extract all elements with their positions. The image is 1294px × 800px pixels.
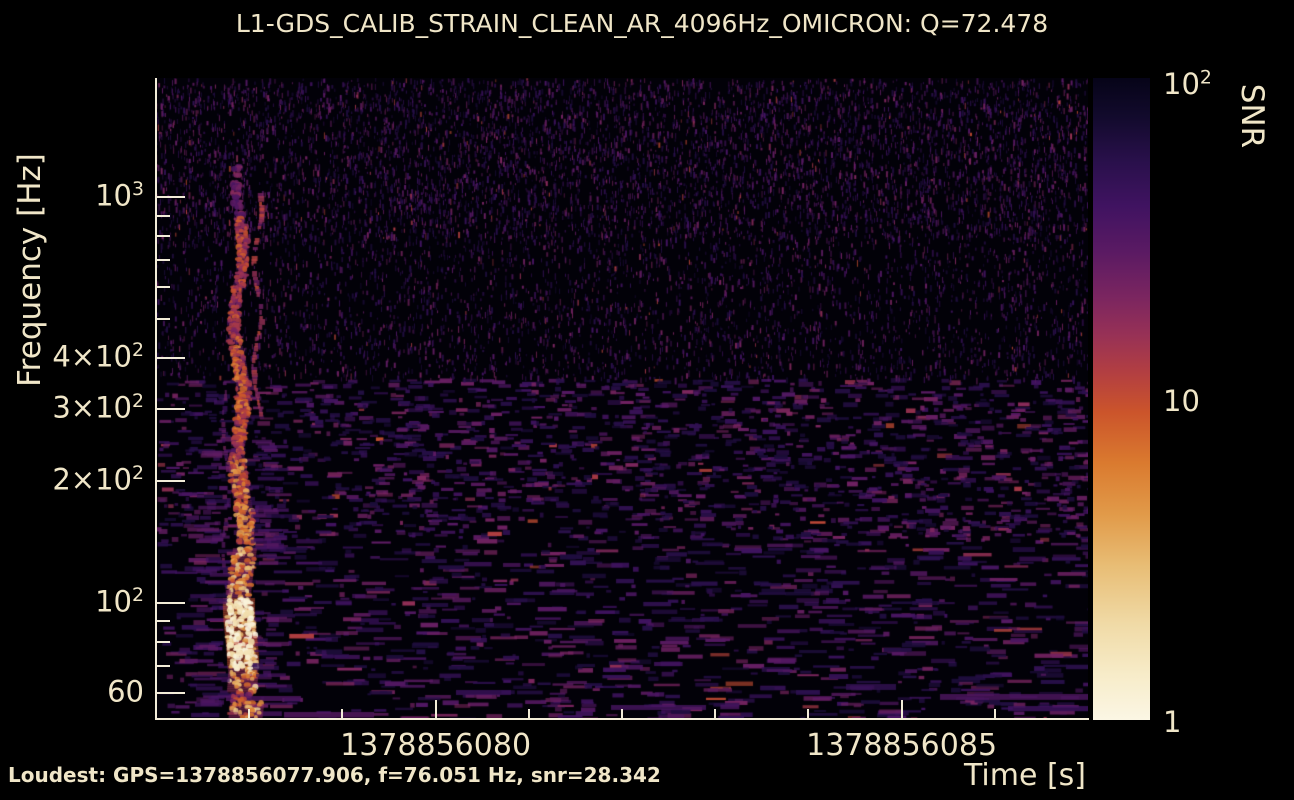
y-minor-tick [156, 286, 170, 289]
y-tick-label: 2×102 [52, 462, 144, 497]
colorbar [1093, 78, 1150, 720]
y-major-tick [156, 479, 185, 482]
x-major-tick [434, 700, 437, 718]
y-major-tick [156, 408, 185, 411]
y-major-tick [156, 357, 185, 360]
x-major-tick [900, 700, 903, 718]
colorbar-tick-label: 102 [1163, 67, 1212, 101]
y-axis-label: Frequency [Hz] [12, 153, 48, 387]
x-axis-label: Time [s] [964, 758, 1086, 793]
y-minor-tick [156, 318, 170, 321]
y-minor-tick [156, 664, 170, 667]
x-minor-tick [527, 709, 530, 718]
y-tick-label: 4×102 [52, 340, 144, 375]
left-axis-spine [155, 78, 157, 720]
x-tick-label: 1378856085 [806, 728, 998, 763]
loudest-annotation: Loudest: GPS=1378856077.906, f=76.051 Hz… [8, 763, 661, 787]
y-minor-tick [156, 258, 170, 261]
y-minor-tick [156, 620, 170, 623]
y-minor-tick [156, 641, 170, 644]
x-minor-tick [807, 709, 810, 718]
y-minor-tick [156, 214, 170, 217]
colorbar-tick-label: 1 [1163, 705, 1182, 739]
x-minor-tick [993, 709, 996, 718]
colorbar-axis-label: SNR [1234, 83, 1270, 149]
colorbar-tick-label: 10 [1163, 384, 1200, 418]
y-major-tick [156, 691, 185, 694]
x-minor-tick [248, 709, 251, 718]
x-tick-label: 1378856080 [340, 728, 532, 763]
x-minor-tick [341, 709, 344, 718]
bottom-axis-spine [155, 718, 1089, 720]
y-minor-tick [156, 235, 170, 238]
x-minor-tick [714, 709, 717, 718]
y-tick-label: 102 [95, 584, 144, 619]
y-tick-label: 103 [95, 178, 144, 213]
y-major-tick [156, 601, 185, 604]
y-tick-label: 3×102 [52, 390, 144, 425]
spectrogram-canvas [156, 78, 1088, 718]
y-major-tick [156, 196, 185, 199]
x-minor-tick [621, 709, 623, 718]
plot-title: L1-GDS_CALIB_STRAIN_CLEAN_AR_4096Hz_OMIC… [235, 9, 1049, 38]
y-tick-label: 60 [107, 674, 144, 709]
